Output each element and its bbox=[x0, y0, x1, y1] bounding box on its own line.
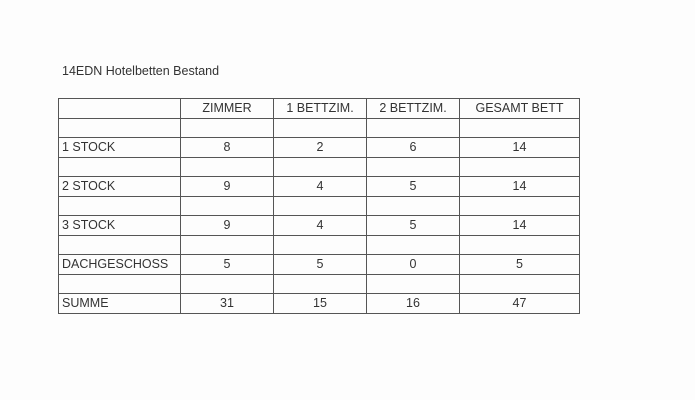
empty-cell bbox=[58, 273, 181, 294]
table-cell: 2 BETTZIM. bbox=[366, 98, 460, 119]
row-label bbox=[58, 98, 181, 119]
row-label: 1 STOCK bbox=[58, 137, 181, 158]
empty-cell bbox=[180, 156, 274, 177]
spacer-row bbox=[58, 195, 580, 216]
empty-cell bbox=[273, 195, 367, 216]
table-cell: 5 bbox=[366, 176, 460, 197]
row-label: DACHGESCHOSS bbox=[58, 254, 181, 275]
empty-cell bbox=[459, 234, 580, 255]
row-label: 2 STOCK bbox=[58, 176, 181, 197]
table-cell: 8 bbox=[180, 137, 274, 158]
empty-cell bbox=[366, 273, 460, 294]
table-cell: 16 bbox=[366, 293, 460, 314]
empty-cell bbox=[180, 195, 274, 216]
table-cell: 1 BETTZIM. bbox=[273, 98, 367, 119]
empty-cell bbox=[459, 273, 580, 294]
document-title: 14EDN Hotelbetten Bestand bbox=[62, 64, 220, 78]
empty-cell bbox=[459, 117, 580, 138]
table-row: 2 STOCK 9 4 5 14 bbox=[58, 176, 580, 197]
table-cell: 4 bbox=[273, 215, 367, 236]
table-cell: 5 bbox=[273, 254, 367, 275]
empty-cell bbox=[180, 117, 274, 138]
table-cell: 14 bbox=[459, 176, 580, 197]
empty-cell bbox=[58, 234, 181, 255]
spacer-row bbox=[58, 117, 580, 138]
table-cell: 15 bbox=[273, 293, 367, 314]
empty-cell bbox=[366, 195, 460, 216]
spacer-row bbox=[58, 234, 580, 255]
empty-cell bbox=[273, 117, 367, 138]
table-cell: 5 bbox=[459, 254, 580, 275]
table-cell: 4 bbox=[273, 176, 367, 197]
empty-cell bbox=[273, 273, 367, 294]
empty-cell bbox=[366, 117, 460, 138]
table-cell: 9 bbox=[180, 176, 274, 197]
table-cell: 2 bbox=[273, 137, 367, 158]
empty-cell bbox=[366, 156, 460, 177]
empty-cell bbox=[459, 156, 580, 177]
table-cell: 14 bbox=[459, 137, 580, 158]
empty-cell bbox=[58, 156, 181, 177]
table-row: DACHGESCHOSS 5 5 0 5 bbox=[58, 254, 580, 275]
table-cell: 5 bbox=[366, 215, 460, 236]
table-row: SUMME 31 15 16 47 bbox=[58, 293, 580, 314]
row-label: SUMME bbox=[58, 293, 181, 314]
table-cell: ZIMMER bbox=[180, 98, 274, 119]
spacer-row bbox=[58, 156, 580, 177]
empty-cell bbox=[459, 195, 580, 216]
table-cell: 9 bbox=[180, 215, 274, 236]
empty-cell bbox=[366, 234, 460, 255]
table-cell: 31 bbox=[180, 293, 274, 314]
row-label: 3 STOCK bbox=[58, 215, 181, 236]
empty-cell bbox=[273, 234, 367, 255]
header-row: ZIMMER 1 BETTZIM. 2 BETTZIM. GESAMT BETT bbox=[58, 98, 580, 119]
empty-cell bbox=[180, 273, 274, 294]
table-row: 3 STOCK 9 4 5 14 bbox=[58, 215, 580, 236]
table-row: 1 STOCK 8 2 6 14 bbox=[58, 137, 580, 158]
empty-cell bbox=[58, 195, 181, 216]
empty-cell bbox=[180, 234, 274, 255]
empty-cell bbox=[273, 156, 367, 177]
empty-cell bbox=[58, 117, 181, 138]
table-cell: 0 bbox=[366, 254, 460, 275]
table-cell: GESAMT BETT bbox=[459, 98, 580, 119]
table-cell: 5 bbox=[180, 254, 274, 275]
table-cell: 47 bbox=[459, 293, 580, 314]
spacer-row bbox=[58, 273, 580, 294]
bed-inventory-table: ZIMMER 1 BETTZIM. 2 BETTZIM. GESAMT BETT 1 S… bbox=[58, 98, 580, 314]
table-cell: 14 bbox=[459, 215, 580, 236]
table-cell: 6 bbox=[366, 137, 460, 158]
